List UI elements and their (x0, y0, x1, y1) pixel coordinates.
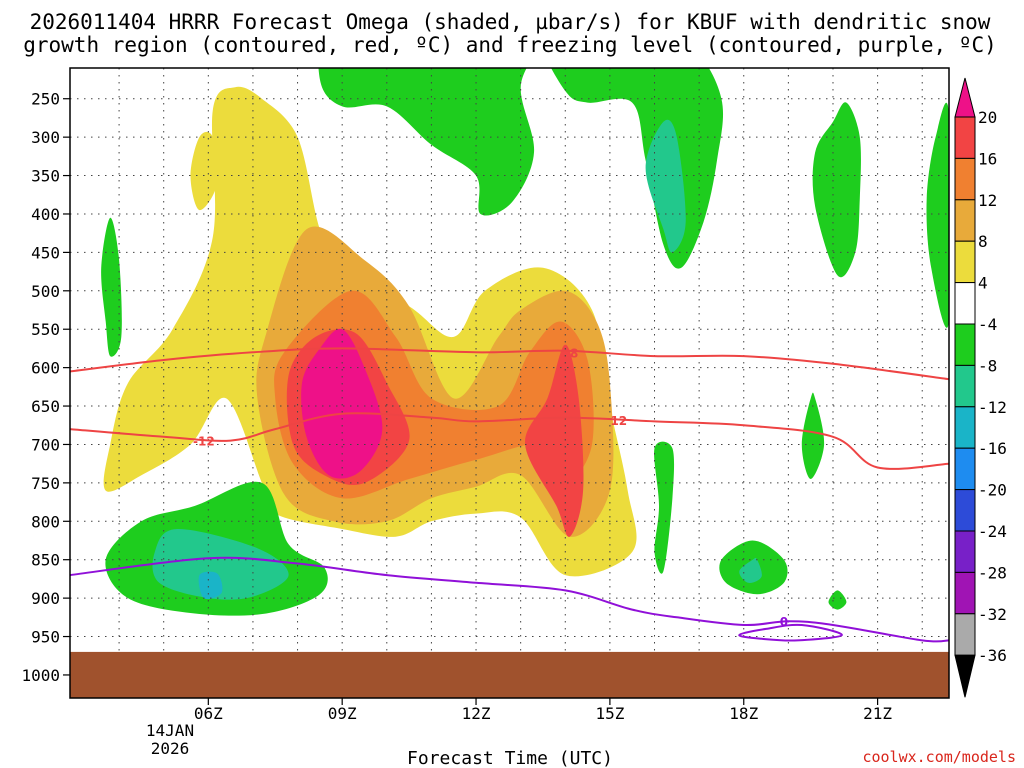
chart-title-line2: growth region (contoured, red, ºC) and f… (23, 33, 997, 57)
colorbar-swatch (954, 447, 976, 491)
y-tick-label: 400 (31, 205, 60, 224)
contour-label: 12 (610, 414, 627, 428)
y-tick-label: 350 (31, 167, 60, 186)
y-tick-label: 900 (31, 589, 60, 608)
colorbar-label: -24 (978, 522, 1007, 541)
x-tick-label: 18Z (729, 704, 758, 723)
omega-region (926, 102, 949, 328)
ground-below-surface (70, 651, 949, 698)
colorbar-swatch (954, 116, 976, 159)
contour-line (738, 623, 843, 642)
colorbar-swatch (954, 613, 976, 656)
omega-region (301, 328, 383, 479)
x-axis-label: Forecast Time (UTC) (407, 748, 613, 768)
omega-region (801, 392, 825, 479)
colorbar-label: 12 (978, 191, 997, 210)
contour-line (70, 556, 949, 643)
y-tick-label: 600 (31, 359, 60, 378)
contour-line (70, 412, 949, 470)
y-tick-label: 800 (31, 512, 60, 531)
date-label-year: 2026 (151, 739, 190, 758)
omega-shading (101, 68, 949, 616)
x-tick-label: 12Z (462, 704, 491, 723)
y-tick-label: 300 (31, 128, 60, 147)
x-axis: 06Z 09Z 12Z 15Z 18Z 21Z (194, 698, 892, 723)
colorbar-arrow-bottom (954, 654, 976, 698)
omega-region (828, 590, 847, 610)
y-tick-label: 650 (31, 397, 60, 416)
y-tick-label: 700 (31, 435, 60, 454)
credit-text: coolwx.com/models (862, 748, 1016, 766)
y-axis: 250 300 350 400 450 500 550 600 650 700 750 800 850 9… (21, 90, 70, 685)
contour-line (70, 347, 949, 381)
contour-label: -12 (193, 435, 215, 449)
omega-region (152, 528, 289, 600)
colorbar-label: -12 (978, 398, 1007, 417)
colorbar-label: -32 (978, 605, 1007, 624)
temperature-contours: 8 12 -12 0 (70, 346, 949, 643)
colorbar-label: -16 (978, 439, 1007, 458)
colorbar-swatch (954, 364, 976, 408)
y-tick-label: 950 (31, 628, 60, 647)
y-tick-label: 550 (31, 320, 60, 339)
y-tick-label: 750 (31, 474, 60, 493)
colorbar-label: 16 (978, 149, 997, 168)
x-tick-label: 21Z (863, 704, 892, 723)
x-tick-label: 06Z (194, 704, 223, 723)
colorbar-swatch (954, 530, 976, 573)
y-tick-label: 850 (31, 551, 60, 570)
omega-region (654, 441, 675, 574)
colorbar-label: -4 (978, 315, 997, 334)
plot-frame (69, 67, 950, 699)
colorbar-swatch (954, 240, 976, 284)
y-tick-label: 500 (31, 282, 60, 301)
colorbar-swatch (954, 199, 976, 242)
colorbar-arrow-top (954, 77, 976, 118)
date-label-day: 14JAN (146, 721, 194, 740)
contour-label: 0 (780, 615, 788, 629)
colorbar-swatch (954, 282, 976, 325)
colorbar-label: -20 (978, 481, 1007, 500)
y-tick-label: 450 (31, 243, 60, 262)
x-tick-label: 15Z (595, 704, 624, 723)
colorbar-label: -8 (978, 356, 997, 375)
colorbar-swatch (954, 157, 976, 201)
colorbar-swatch (954, 571, 976, 615)
omega-region (318, 68, 535, 216)
omega-region (812, 102, 861, 278)
omega-region (101, 217, 122, 357)
colorbar: 20 16 12 8 4 -4 -8 -12 -16 -20 -24 -28 -32 -36 (954, 77, 1007, 698)
colorbar-swatch (954, 489, 976, 532)
omega-region (739, 557, 762, 583)
contour-label: 8 (570, 346, 578, 360)
colorbar-label: -36 (978, 646, 1007, 665)
colorbar-label: 8 (978, 232, 988, 251)
x-tick-label: 09Z (328, 704, 357, 723)
y-tick-label: 1000 (21, 666, 60, 685)
omega-region (198, 571, 223, 600)
y-tick-label: 250 (31, 90, 60, 109)
omega-region (190, 131, 218, 211)
colorbar-swatch (954, 323, 976, 366)
colorbar-swatch (954, 406, 976, 449)
chart-title-line1: 2026011404 HRRR Forecast Omega (shaded, … (30, 10, 991, 34)
omega-region (645, 119, 686, 253)
colorbar-label: -28 (978, 563, 1007, 582)
omega-region (525, 344, 584, 537)
colorbar-label: 20 (978, 108, 997, 127)
colorbar-label: 4 (978, 274, 988, 293)
